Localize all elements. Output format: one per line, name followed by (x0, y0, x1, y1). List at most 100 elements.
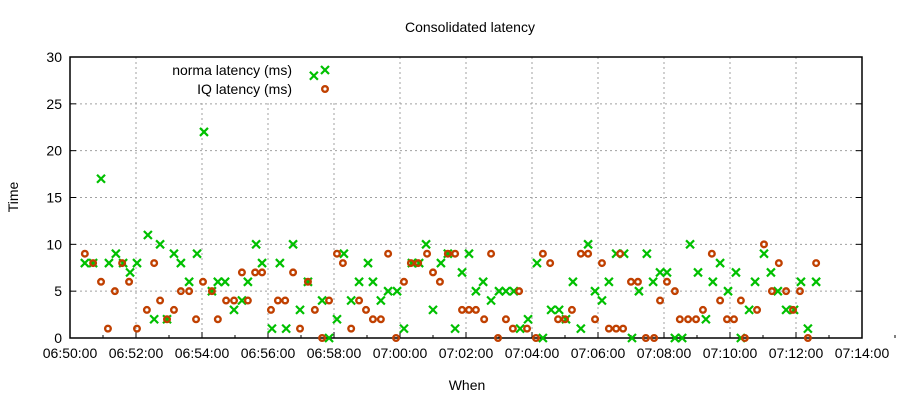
iq-latency-point (650, 334, 659, 343)
iq-latency-point (110, 287, 119, 296)
iq-latency-point (281, 296, 290, 305)
iq-latency-point (480, 315, 489, 324)
x-tick-label: 07:04:00 (505, 345, 560, 361)
iq-latency-point (554, 315, 563, 324)
iq-latency-point (156, 296, 165, 305)
iq-latency-point (774, 259, 783, 268)
norma-latency-point (96, 173, 106, 184)
iq-latency-point (406, 259, 415, 268)
y-tick-label: 30 (46, 49, 62, 65)
iq-latency-point (692, 315, 701, 324)
iq-latency-point (675, 315, 684, 324)
x-tick-label: 07:08:00 (637, 345, 692, 361)
y-tick-label: 10 (46, 236, 62, 252)
iq-latency-point (795, 287, 804, 296)
norma-latency-point (436, 258, 446, 268)
x-tick-label: 07:02:00 (439, 345, 494, 361)
iq-latency-point (435, 277, 444, 286)
norma-latency-point (501, 286, 511, 296)
norma-latency-point (428, 305, 438, 315)
iq-latency-point (633, 277, 642, 286)
iq-latency-point (782, 287, 791, 296)
norma-latency-point (80, 258, 90, 268)
iq-latency-point (423, 249, 432, 258)
x-tick-label: 07:06:00 (571, 345, 626, 361)
norma-latency-point (464, 248, 474, 259)
norma-latency-point (662, 267, 672, 278)
iq-latency-point (132, 324, 141, 333)
iq-latency-point (198, 277, 207, 286)
norma-latency-point (604, 277, 614, 287)
x-tick-label: 07:10:00 (703, 345, 758, 361)
norma-latency-point (192, 248, 202, 259)
iq-latency-point (753, 305, 762, 314)
norma-latency-point (257, 258, 267, 268)
iq-latency-point (142, 305, 151, 314)
norma-latency-point (677, 333, 687, 343)
norma-latency-point (642, 248, 652, 259)
iq-latency-point (508, 324, 517, 333)
iq-latency-point (258, 268, 267, 277)
norma-latency-point (670, 333, 680, 343)
iq-latency-point (546, 259, 555, 268)
iq-latency-point (213, 315, 222, 324)
legend-label-iq: IQ latency (ms) (197, 81, 292, 97)
iq-latency-point (150, 259, 159, 268)
y-tick-label: 5 (54, 283, 62, 299)
norma-latency-point (275, 258, 285, 268)
iq-latency-point (207, 287, 216, 296)
norma-latency-point (627, 333, 637, 343)
norma-latency-point (648, 277, 658, 287)
norma-latency-point (267, 323, 277, 334)
iq-latency-point (789, 305, 798, 314)
iq-latency-point (80, 249, 89, 258)
iq-latency-point (723, 315, 732, 324)
x-tick-label: 06:56:00 (241, 345, 296, 361)
norma-latency-point (811, 277, 821, 287)
iq-latency-point (656, 296, 665, 305)
iq-latency-point (716, 296, 725, 305)
norma-latency-point (354, 277, 364, 287)
iq-latency-point (597, 259, 606, 268)
norma-latency-point (523, 314, 533, 325)
iq-latency-point (698, 305, 707, 314)
legend-marker-norma (320, 65, 330, 75)
iq-latency-point (584, 249, 593, 258)
iq-latency-point (414, 259, 423, 268)
norma-latency-point (715, 258, 725, 268)
norma-latency-point (538, 333, 548, 343)
norma-latency-point (634, 286, 644, 296)
norma-latency-point (237, 295, 247, 306)
norma-latency-point (324, 333, 334, 343)
iq-latency-point (163, 315, 172, 324)
iq-latency-point (376, 315, 385, 324)
norma-latency-point (450, 323, 460, 334)
norma-latency-point (723, 286, 733, 296)
iq-latency-point (616, 249, 625, 258)
iq-latency-point (627, 277, 636, 286)
legend-marker-iq (321, 84, 330, 93)
norma-latency-point (243, 277, 253, 287)
norma-latency-point (532, 258, 542, 268)
iq-latency-point (251, 268, 260, 277)
norma-latency-point (494, 286, 504, 296)
iq-latency-point (515, 287, 524, 296)
iq-latency-point (429, 268, 438, 277)
norma-latency-point (773, 286, 783, 296)
norma-latency-point (701, 314, 711, 325)
iq-latency-point (310, 305, 319, 314)
iq-latency-point (662, 277, 671, 286)
iq-latency-point (458, 305, 467, 314)
iq-latency-point (670, 287, 679, 296)
norma-latency-point (317, 295, 327, 306)
iq-latency-point (338, 259, 347, 268)
iq-latency-point (222, 296, 231, 305)
norma-latency-point (471, 286, 481, 296)
norma-latency-point (132, 258, 142, 268)
iq-latency-point (591, 315, 600, 324)
iq-latency-point (384, 249, 393, 258)
y-tick-label: 15 (46, 190, 62, 206)
norma-latency-point (546, 305, 556, 315)
iq-latency-point (576, 249, 585, 258)
